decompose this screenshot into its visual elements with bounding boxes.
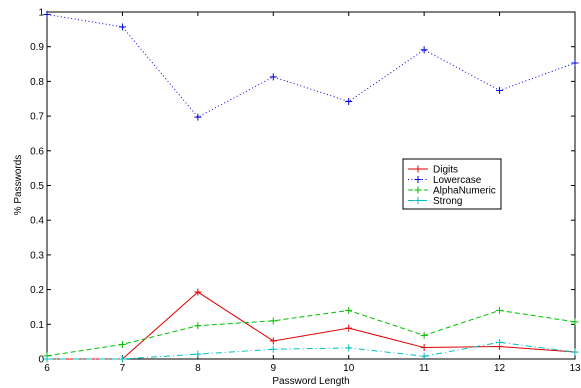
x-axis-label: Password Length xyxy=(272,376,349,387)
series-strong xyxy=(43,338,579,363)
y-axis-label: % Passwords xyxy=(13,155,24,216)
series-lowercase xyxy=(43,10,579,121)
series-layer xyxy=(43,10,579,363)
y-tick-label: 0.9 xyxy=(30,42,44,53)
legend-entry-strong: Strong xyxy=(408,196,462,207)
y-tick-label: 0.6 xyxy=(30,146,44,157)
y-tick-label: 0.3 xyxy=(30,250,44,261)
legend-label: AlphaNumeric xyxy=(433,186,496,197)
y-tick-label: 0.2 xyxy=(30,285,44,296)
x-tick-label: 11 xyxy=(419,363,430,374)
x-tick-label: 10 xyxy=(343,363,355,374)
y-tick-label: 0.4 xyxy=(30,216,44,227)
legend-label: Strong xyxy=(433,196,462,207)
x-tick-label: 12 xyxy=(494,363,506,374)
legend-label: Digits xyxy=(433,165,458,176)
y-tick-label: 0.5 xyxy=(30,181,44,192)
x-tick-label: 6 xyxy=(44,363,50,374)
series-alphanumeric xyxy=(43,306,579,360)
series-line-strong xyxy=(47,341,576,360)
y-tick-label: 0.8 xyxy=(30,77,44,88)
y-tick-label: 1 xyxy=(38,8,44,19)
x-tick-label: 13 xyxy=(569,363,581,374)
y-axis: 0 0.1 0.2 0.3 0.4 0.5 0.6 0.7 0.8 0.9 1 xyxy=(30,8,575,366)
legend-box xyxy=(402,158,502,210)
x-tick-label: 8 xyxy=(195,363,201,374)
series-line-lowercase xyxy=(46,13,576,118)
series-line-digits xyxy=(47,291,576,360)
legend-entry-alphanumeric: AlphaNumeric xyxy=(408,186,496,197)
y-tick-label: 0.7 xyxy=(30,112,44,123)
series-line-alphanumeric xyxy=(46,309,576,357)
x-tick-label: 9 xyxy=(271,363,277,374)
legend-entry-digits: Digits xyxy=(408,165,458,176)
legend-label: Lowercase xyxy=(433,175,482,186)
y-tick-label: 0.1 xyxy=(30,320,44,331)
x-tick-label: 7 xyxy=(120,363,126,374)
legend-entry-lowercase: Lowercase xyxy=(408,175,482,186)
y-tick-label: 0 xyxy=(38,355,44,366)
